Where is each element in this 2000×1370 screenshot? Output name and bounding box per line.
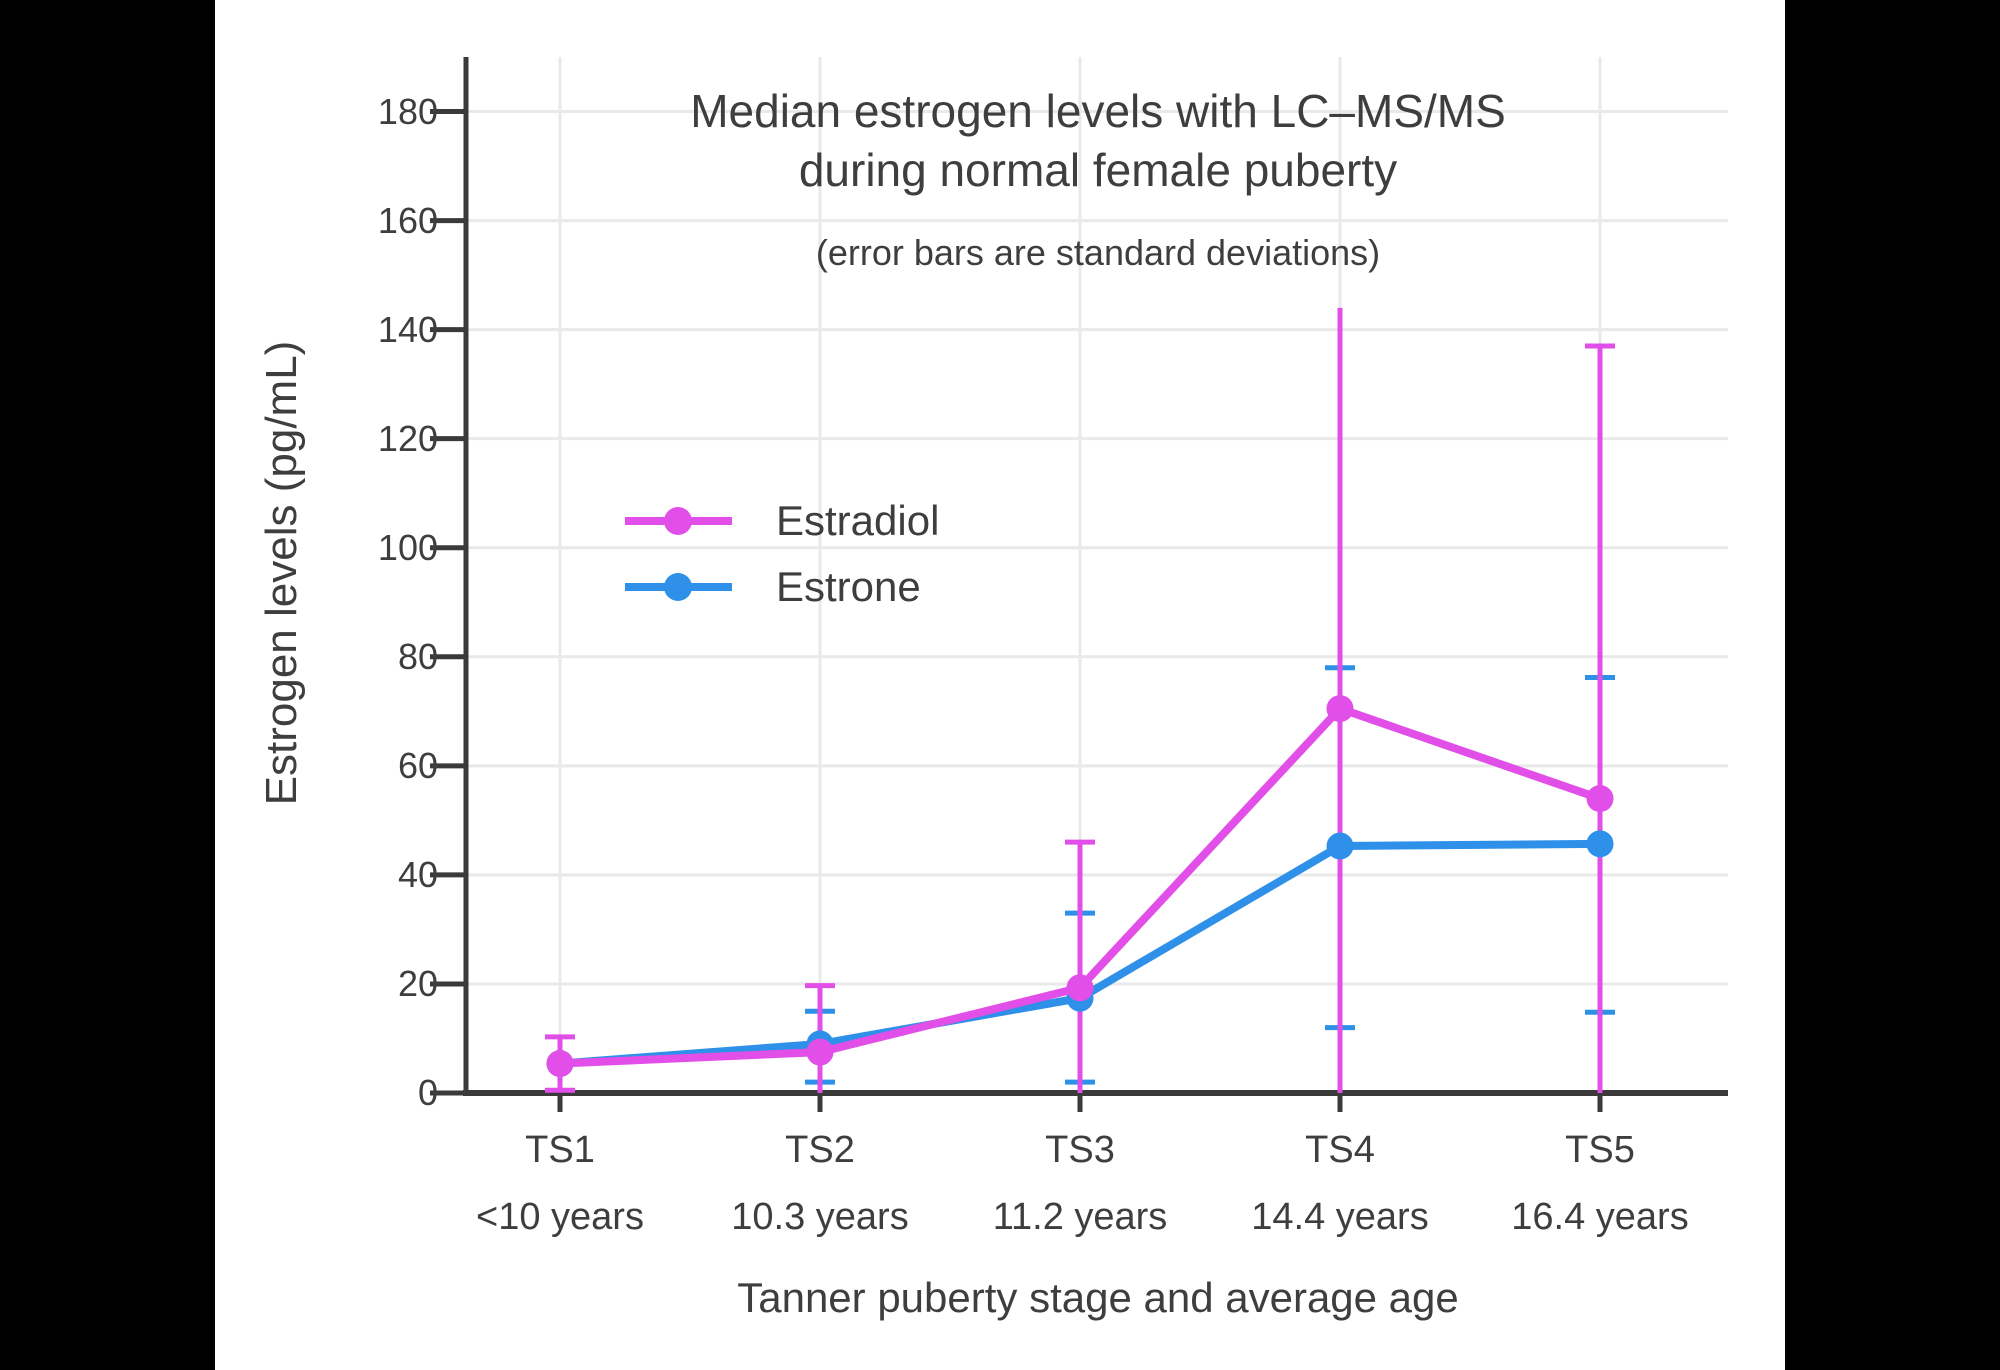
x-tick-label: TS1 bbox=[525, 1129, 595, 1171]
chart-title: Median estrogen levels with LC–MS/MS dur… bbox=[468, 82, 1728, 200]
x-tick-label: TS3 bbox=[1045, 1129, 1115, 1171]
legend-swatch-estradiol bbox=[625, 507, 732, 535]
y-tick-label: 80 bbox=[397, 636, 438, 677]
chart-canvas: Median estrogen levels with LC–MS/MS dur… bbox=[215, 0, 1785, 1370]
x-age-label: 11.2 years bbox=[992, 1196, 1168, 1238]
x-age-label: 16.4 years bbox=[1511, 1196, 1689, 1238]
x-tick-label: TS4 bbox=[1305, 1129, 1375, 1171]
x-age-label: <10 years bbox=[476, 1196, 644, 1238]
x-tick-label: TS5 bbox=[1565, 1129, 1635, 1171]
y-tick-label: 40 bbox=[397, 854, 438, 895]
data-point-estradiol bbox=[806, 1038, 834, 1066]
legend-label-estradiol: Estradiol bbox=[776, 497, 940, 544]
data-point-estradiol bbox=[546, 1050, 574, 1078]
chart-subtitle: (error bars are standard deviations) bbox=[815, 232, 1381, 273]
x-axis-title: Tanner puberty stage and average age bbox=[737, 1274, 1459, 1321]
y-tick-label: 20 bbox=[397, 963, 438, 1004]
chart-title-line1: Median estrogen levels with LC–MS/MS bbox=[690, 85, 1506, 137]
x-age-label: 14.4 years bbox=[1251, 1196, 1429, 1238]
legend-item-estrone: Estrone bbox=[625, 557, 921, 617]
y-tick-label: 160 bbox=[377, 200, 438, 241]
y-tick-label: 100 bbox=[377, 527, 438, 568]
chart-plot-area bbox=[430, 57, 1728, 1112]
y-tick-label: 0 bbox=[417, 1072, 438, 1113]
legend-label-estrone: Estrone bbox=[776, 563, 921, 610]
data-point-estrone bbox=[1586, 830, 1614, 858]
data-point-estrone bbox=[1326, 832, 1354, 860]
legend-swatch-estrone bbox=[625, 573, 732, 601]
data-point-estradiol bbox=[1326, 695, 1354, 723]
data-point-estradiol bbox=[1586, 785, 1614, 813]
y-axis-title: Estrogen levels (pg/mL) bbox=[257, 340, 306, 806]
chart-title-line2: during normal female puberty bbox=[798, 144, 1398, 196]
data-point-estradiol bbox=[1066, 974, 1094, 1002]
legend-item-estradiol: Estradiol bbox=[625, 491, 939, 551]
x-tick-label: TS2 bbox=[785, 1129, 855, 1171]
y-tick-label: 120 bbox=[377, 418, 438, 459]
y-tick-label: 180 bbox=[377, 91, 438, 132]
y-tick-label: 60 bbox=[397, 745, 438, 786]
y-tick-label: 140 bbox=[377, 309, 438, 350]
x-age-label: 10.3 years bbox=[731, 1196, 909, 1238]
